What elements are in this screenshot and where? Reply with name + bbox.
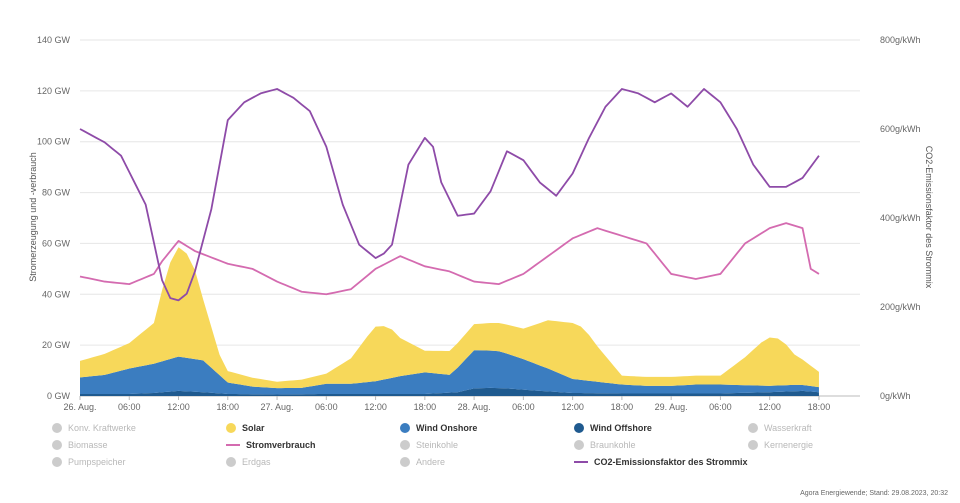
x-tick-label: 12:00 — [167, 402, 190, 412]
right-axis-ticks: 0g/kWh 200g/kWh 400g/kWh 600g/kWh 800g/kWh — [880, 35, 921, 401]
legend-label: Erdgas — [242, 457, 271, 467]
legend-item-wind-offshore[interactable]: Wind Offshore — [574, 423, 652, 433]
legend-label: Pumpspeicher — [68, 457, 126, 467]
x-tick-label: 06:00 — [118, 402, 141, 412]
legend-swatch — [748, 423, 758, 433]
legend-label: Steinkohle — [416, 440, 459, 450]
legend-swatch — [574, 423, 584, 433]
x-tick-label: 27. Aug. — [261, 402, 294, 412]
legend-swatch — [748, 440, 758, 450]
legend-item-andere[interactable]: Andere — [400, 457, 445, 467]
legend-item-wasserkraft[interactable]: Wasserkraft — [748, 423, 812, 433]
stromverbrauch-line — [79, 222, 820, 296]
legend-item-erdgas[interactable]: Erdgas — [226, 457, 271, 467]
x-tick-label: 12:00 — [364, 402, 387, 412]
legend-label: CO2-Emissionsfaktor des Strommix — [594, 457, 748, 467]
x-tick-label: 18:00 — [414, 402, 437, 412]
co2-emissionsfaktor-des-strommix-line — [79, 88, 820, 302]
legend-item-wind-onshore[interactable]: Wind Onshore — [400, 423, 477, 433]
legend-label: Konv. Kraftwerke — [68, 423, 136, 433]
legend-label: Wind Onshore — [416, 423, 478, 433]
legend-swatch — [52, 440, 62, 450]
y-left-tick-label: 80 GW — [42, 188, 71, 198]
legend-item-pumpspeicher[interactable]: Pumpspeicher — [52, 457, 126, 467]
legend-item-stromverbrauch[interactable]: Stromverbrauch — [226, 440, 316, 450]
y-left-tick-label: 100 GW — [37, 137, 71, 147]
left-axis-ticks: 0 GW 20 GW 40 GW 60 GW 80 GW 100 GW 120 GW 140 … — [37, 35, 71, 401]
x-tick-label: 18:00 — [217, 402, 240, 412]
x-tick-label: 06:00 — [709, 402, 732, 412]
y-left-tick-label: 20 GW — [42, 340, 71, 350]
legend-item-konv-kraftwerke[interactable]: Konv. Kraftwerke — [52, 423, 136, 433]
legend-swatch — [52, 457, 62, 467]
x-tick-label: 06:00 — [512, 402, 535, 412]
legend-swatch — [400, 440, 410, 450]
y-right-tick-label: 800g/kWh — [880, 35, 921, 45]
wind-offshore-area — [80, 387, 819, 396]
legend-label: Wind Offshore — [590, 423, 652, 433]
wind-onshore-area — [80, 350, 819, 395]
y-right-tick-label: 0g/kWh — [880, 391, 911, 401]
legend-label: Braunkohle — [590, 440, 636, 450]
legend-label: Biomasse — [68, 440, 108, 450]
legend-label: Stromverbrauch — [246, 440, 316, 450]
y-right-tick-label: 600g/kWh — [880, 124, 921, 134]
legend-swatch — [400, 457, 410, 467]
y-left-tick-label: 120 GW — [37, 86, 71, 96]
x-tick-label: 29. Aug. — [655, 402, 688, 412]
y-axis-left-label: Stromerzeugung und -verbrauch — [28, 152, 38, 282]
x-tick-label: 12:00 — [561, 402, 584, 412]
legend-item-braunkohle[interactable]: Braunkohle — [574, 440, 636, 450]
legend-item-biomasse[interactable]: Biomasse — [52, 440, 108, 450]
legend-swatch — [574, 440, 584, 450]
legend-item-steinkohle[interactable]: Steinkohle — [400, 440, 458, 450]
legend-label: Andere — [416, 457, 446, 467]
solar-area — [80, 247, 819, 389]
line-series — [79, 88, 820, 302]
y-right-tick-label: 200g/kWh — [880, 302, 921, 312]
x-tick-label: 28. Aug. — [458, 402, 491, 412]
x-tick-label: 18:00 — [808, 402, 831, 412]
legend-swatch — [574, 461, 588, 463]
y-right-tick-label: 400g/kWh — [880, 213, 921, 223]
legend-swatch — [400, 423, 410, 433]
x-tick-label: 18:00 — [611, 402, 634, 412]
legend-item-kernenergie[interactable]: Kernenergie — [748, 440, 813, 450]
legend-label: Solar — [242, 423, 265, 433]
legend-swatch — [52, 423, 62, 433]
energy-chart: 0 GW 20 GW 40 GW 60 GW 80 GW 100 GW 120 GW 140 … — [28, 35, 934, 412]
legend-swatch — [226, 423, 236, 433]
legend-item-solar[interactable]: Solar — [226, 423, 265, 433]
x-tick-label: 12:00 — [758, 402, 781, 412]
legend-label: Wasserkraft — [764, 423, 812, 433]
legend-swatch — [226, 457, 236, 467]
x-tick-label: 26. Aug. — [63, 402, 96, 412]
legend-item-co2-emissionsfaktor-des-strommix[interactable]: CO2-Emissionsfaktor des Strommix — [574, 457, 748, 467]
y-left-tick-label: 140 GW — [37, 35, 71, 45]
y-left-tick-label: 40 GW — [42, 289, 71, 299]
legend-label: Kernenergie — [764, 440, 814, 450]
x-tick-label: 06:00 — [315, 402, 338, 412]
x-axis-ticks: 26. Aug. 06:00 12:00 18:00 27. Aug. 06:00 12:0… — [63, 396, 830, 412]
legend-swatch — [226, 444, 240, 446]
y-left-tick-label: 60 GW — [42, 238, 71, 248]
y-axis-right-label: CO2-Emissionsfaktor des Strommix — [924, 146, 934, 289]
area-series — [80, 247, 819, 396]
source-note: Agora Energiewende; Stand: 29.08.2023, 2… — [800, 490, 948, 497]
y-left-tick-label: 0 GW — [47, 391, 71, 401]
